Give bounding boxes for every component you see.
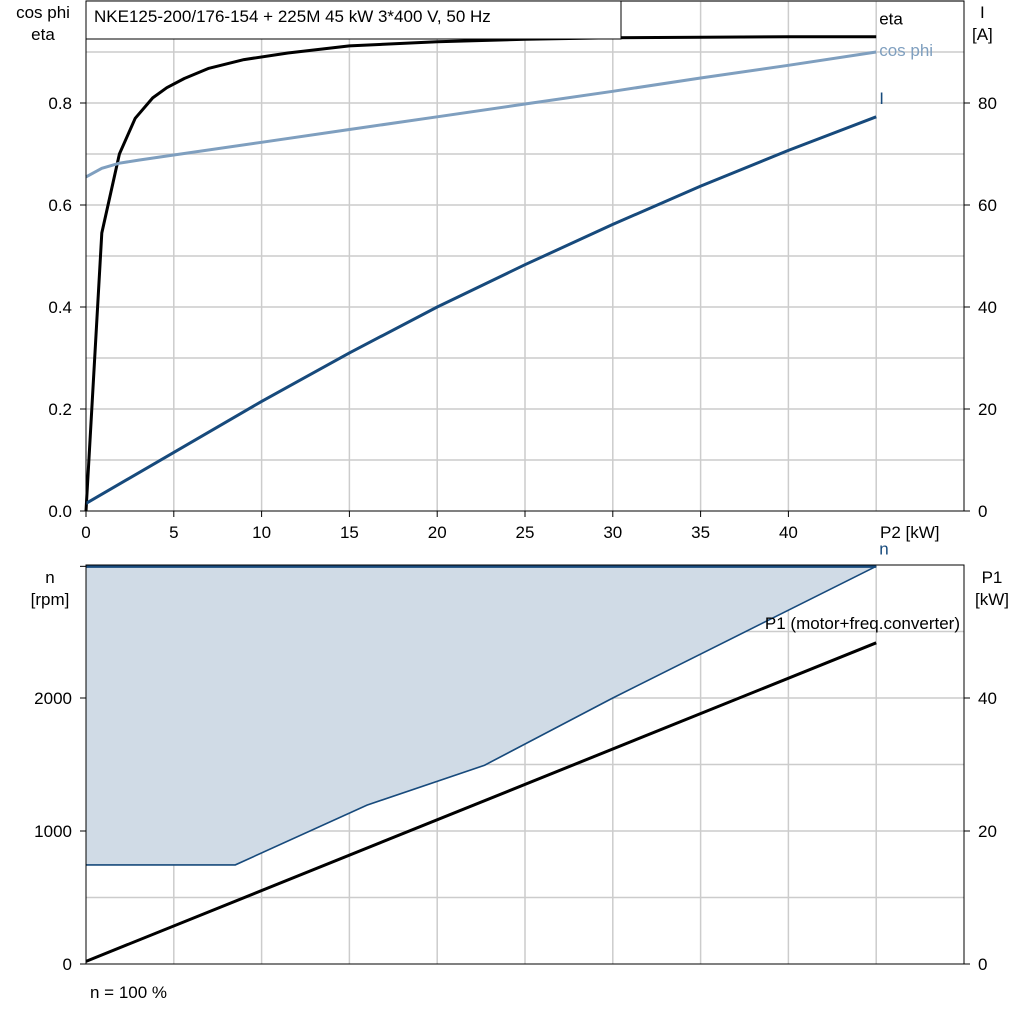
y-left-label-line1: cos phi xyxy=(16,3,70,22)
x-tick-label: 15 xyxy=(340,523,359,542)
y-left-tick-label: 0.0 xyxy=(48,502,72,521)
bottom-chart: n P1 (motor+freq.converter) 0 1000 2000 0 20 4… xyxy=(31,539,1009,1002)
series-label-cos-phi: cos phi xyxy=(879,41,933,60)
n-label-line2: [rpm] xyxy=(31,590,70,609)
series-label-n: n xyxy=(879,539,888,558)
n-label-line1: n xyxy=(45,568,54,587)
y-right-tick-label: 80 xyxy=(978,94,997,113)
y-left-label-line2: eta xyxy=(31,25,55,44)
p1-label-line2: [kW] xyxy=(975,590,1009,609)
x-tick-label: 10 xyxy=(252,523,271,542)
min-speed-line xyxy=(86,565,877,866)
y-right-tick-label: 40 xyxy=(978,689,997,708)
top-series: eta cos phi I xyxy=(84,10,933,512)
y-left-tick-label: 0.4 xyxy=(48,298,72,317)
x-tick-label: 5 xyxy=(169,523,178,542)
title-box xyxy=(85,0,622,40)
y-right-label-line2: [A] xyxy=(972,25,993,44)
speed-note: n = 100 % xyxy=(90,983,167,1002)
y-left-tick-label: 0.2 xyxy=(48,400,72,419)
top-gridlines xyxy=(86,0,964,511)
bottom-series: n P1 (motor+freq.converter) xyxy=(85,539,960,963)
top-tick-labels: 0 5 10 15 20 25 30 35 40 0.0 0.2 0.4 0.6 0.8 0 20 40 60 80 xyxy=(48,94,997,542)
y-right-tick-label: 0 xyxy=(978,955,987,974)
y-right-tick-label: 20 xyxy=(978,400,997,419)
y-right-tick-label: 60 xyxy=(978,196,997,215)
chart-title: NKE125-200/176-154 + 225M 45 kW 3*400 V,… xyxy=(94,7,491,26)
series-line-i xyxy=(85,115,877,505)
y-right-label-line1: I xyxy=(980,3,985,22)
bottom-plot-frame xyxy=(85,564,965,965)
x-tick-label: 30 xyxy=(603,523,622,542)
p1-label-line1: P1 xyxy=(982,568,1003,587)
series-line-p1 xyxy=(85,641,877,963)
x-axis-label: P2 [kW] xyxy=(880,523,940,542)
series-label-i: I xyxy=(879,89,884,108)
y-left-tick-label: 0.6 xyxy=(48,196,72,215)
series-line-eta xyxy=(84,35,877,512)
series-label-p1: P1 (motor+freq.converter) xyxy=(765,614,960,633)
top-chart: eta cos phi I 0 5 10 15 20 25 30 35 40 0.0 0.2 0.4 0.6… xyxy=(16,0,997,542)
x-tick-label: 0 xyxy=(81,523,90,542)
y-right-tick-label: 20 xyxy=(978,822,997,841)
x-tick-label: 20 xyxy=(428,523,447,542)
y-right-tick-label: 40 xyxy=(978,298,997,317)
series-line-cos-phi xyxy=(85,50,877,179)
y-left-tick-label: 0.8 xyxy=(48,94,72,113)
x-tick-label: 35 xyxy=(691,523,710,542)
y-left-tick-label: 0 xyxy=(63,955,72,974)
y-left-tick-label: 2000 xyxy=(34,689,72,708)
speed-range-area xyxy=(86,566,877,865)
series-label-eta: eta xyxy=(879,10,903,29)
bottom-tick-labels: 0 1000 2000 0 20 40 xyxy=(34,565,997,974)
y-right-tick-label: 0 xyxy=(978,502,987,521)
x-tick-label: 25 xyxy=(516,523,535,542)
y-left-tick-label: 1000 xyxy=(34,822,72,841)
x-tick-label: 40 xyxy=(779,523,798,542)
